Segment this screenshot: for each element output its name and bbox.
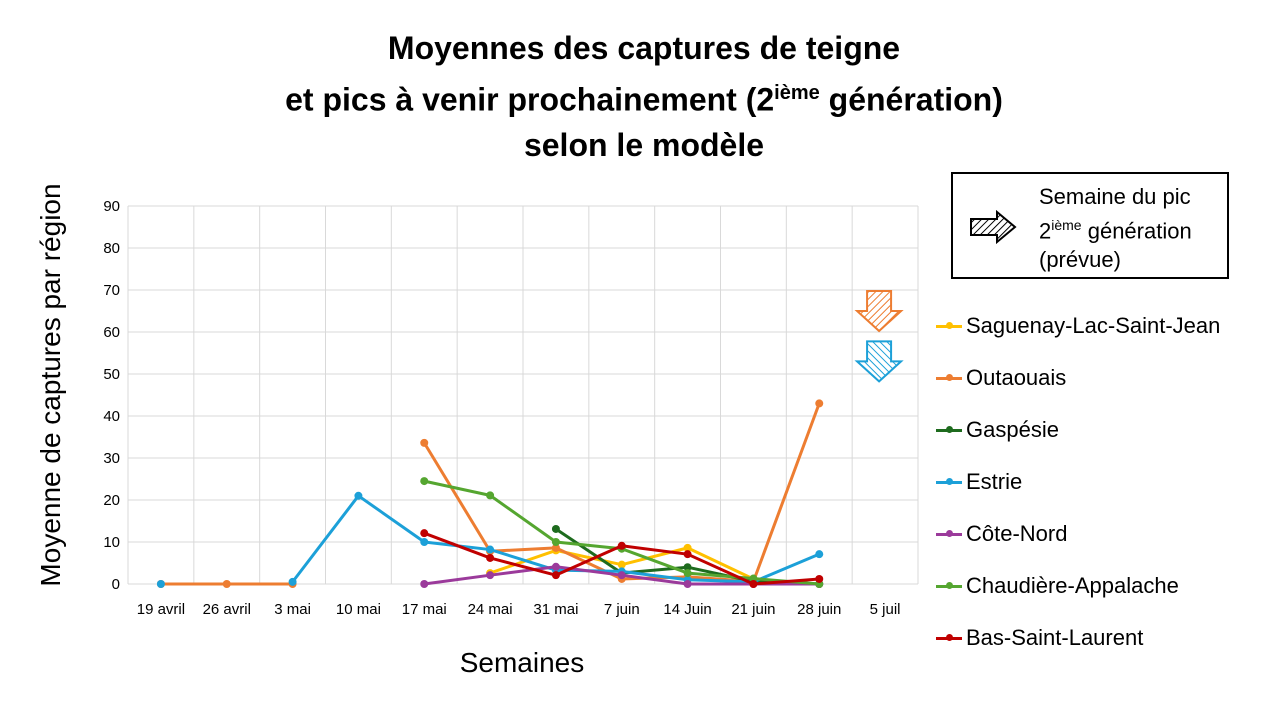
data-point <box>815 574 824 583</box>
title-line-3: selon le modèle <box>523 126 765 163</box>
y-tick-label: 50 <box>103 366 120 383</box>
data-point <box>486 553 495 562</box>
y-tick-label: 10 <box>103 534 120 551</box>
data-point <box>420 477 429 486</box>
x-axis-label: Semaines <box>460 647 585 678</box>
title-line-1: Moyennes des captures de teigne <box>387 30 901 66</box>
legend-label: Côte-Nord <box>966 521 1068 546</box>
x-tick-label: 3 mai <box>274 601 311 618</box>
data-point <box>420 538 429 546</box>
y-tick-label: 20 <box>103 492 120 509</box>
x-tick-label: 24 mai <box>468 601 513 618</box>
legend-label: Estrie <box>966 469 1023 494</box>
y-tick-label: 0 <box>112 576 120 593</box>
peak-legend-box: Semaine du pic 2ième génération (prévue) <box>951 172 1229 279</box>
data-point <box>420 529 429 538</box>
data-point <box>683 563 692 572</box>
peak-legend-text: Semaine du pic 2ième génération (prévue) <box>1039 184 1192 273</box>
legend-item: Estrie <box>936 469 1022 495</box>
legend-label: Outaouais <box>966 365 1067 390</box>
data-point <box>683 543 692 552</box>
data-point <box>617 571 626 580</box>
legend-item: Côte-Nord <box>936 521 1067 547</box>
data-point <box>420 580 429 588</box>
data-point <box>354 491 363 500</box>
data-point <box>486 491 495 500</box>
legend-label: Gaspésie <box>966 417 1059 442</box>
data-point <box>551 524 560 533</box>
y-tick-label: 40 <box>103 408 120 425</box>
data-point <box>683 580 692 588</box>
data-point <box>486 571 495 580</box>
hatched-arrow-right-icon <box>970 210 1017 244</box>
y-tick-label: 60 <box>103 324 120 341</box>
chart-title: Moyennes des captures de teigne et pics … <box>0 26 1280 168</box>
data-point <box>486 545 495 554</box>
data-point <box>749 580 758 588</box>
peak-arrow-down-icon <box>854 290 904 333</box>
data-point <box>683 569 692 578</box>
legend-swatch <box>936 322 962 329</box>
legend-item: Saguenay-Lac-Saint-Jean <box>936 313 1220 339</box>
peak-arrow-down-icon <box>854 340 904 383</box>
legend-swatch <box>936 530 962 537</box>
legend-swatch <box>936 478 962 485</box>
legend-item: Outaouais <box>936 365 1066 391</box>
legend-item: Chaudière-Appalache <box>936 573 1179 599</box>
x-tick-label: 21 juin <box>731 601 775 618</box>
y-tick-label: 30 <box>103 450 120 467</box>
y-axis-label: Moyenne de captures par région <box>35 183 66 586</box>
x-tick-label: 19 avril <box>137 601 185 618</box>
x-tick-label: 10 mai <box>336 601 381 618</box>
legend-item: Bas-Saint-Laurent <box>936 625 1143 651</box>
data-point <box>288 577 297 586</box>
x-tick-label: 26 avril <box>203 601 251 618</box>
data-point <box>222 580 231 588</box>
legend-swatch <box>936 582 962 589</box>
title-line-2: et pics à venir prochainement (2ième gén… <box>285 81 1003 118</box>
legend-label: Bas-Saint-Laurent <box>966 625 1144 650</box>
data-point <box>551 538 560 546</box>
data-point <box>815 399 824 408</box>
y-tick-label: 70 <box>103 282 120 299</box>
legend-label: Saguenay-Lac-Saint-Jean <box>966 313 1221 338</box>
data-point <box>551 543 560 552</box>
x-tick-label: 7 juin <box>604 601 640 618</box>
x-tick-label: 14 Juin <box>663 601 711 618</box>
data-point <box>617 560 626 569</box>
x-tick-label: 28 juin <box>797 601 841 618</box>
legend-swatch <box>936 426 962 433</box>
legend-swatch <box>936 374 962 381</box>
y-tick-label: 80 <box>103 240 120 257</box>
y-tick-label: 90 <box>103 198 120 215</box>
data-point <box>815 550 824 559</box>
x-tick-label: 31 mai <box>533 601 578 618</box>
legend-item: Gaspésie <box>936 417 1059 443</box>
data-point <box>420 438 429 447</box>
x-tick-label: 17 mai <box>402 601 447 618</box>
data-point <box>683 550 692 559</box>
x-tick-label: 5 juil <box>870 601 901 618</box>
data-point <box>617 541 626 550</box>
legend-swatch <box>936 634 962 641</box>
legend-label: Chaudière-Appalache <box>966 573 1179 598</box>
data-point <box>551 562 560 571</box>
data-point <box>551 571 560 580</box>
data-point <box>156 580 165 588</box>
